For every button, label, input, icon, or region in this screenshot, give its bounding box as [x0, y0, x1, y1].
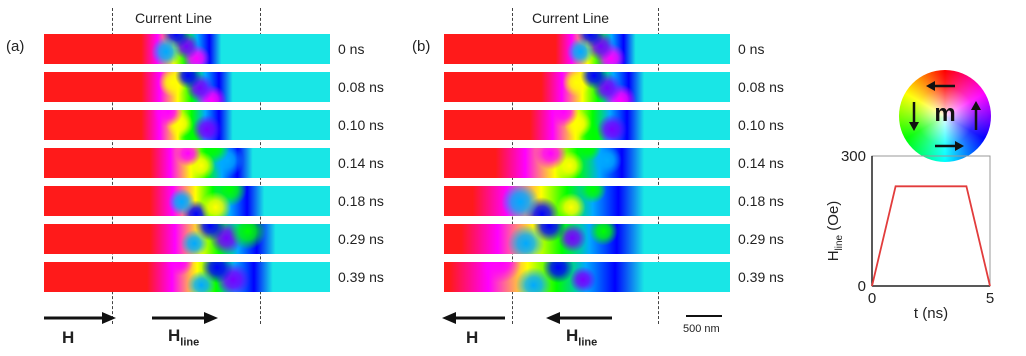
panel-a-time-label: 0 ns	[338, 41, 365, 57]
panel-b-snapshot-0	[444, 34, 730, 64]
panel-a-line-field-subscript: line	[180, 336, 200, 349]
panel-b-time-label: 0.29 ns	[738, 231, 784, 247]
panel-a-field-arrow	[42, 311, 117, 329]
scale-bar-label: 500 nm	[683, 323, 720, 335]
pulse-series-line	[871, 185, 991, 287]
panel-b-time-label: 0.39 ns	[738, 269, 784, 285]
panel-a-snapshot-0	[44, 34, 330, 64]
panel-a-line-field-arrow	[150, 311, 220, 329]
panel-a-time-label: 0.08 ns	[338, 79, 384, 95]
panel-a-label: (a)	[6, 38, 25, 55]
panel-b-snapshot-4	[444, 186, 730, 216]
field-pulse-chart: 0 300 0 5 t (ns) Hline (Oe)	[825, 148, 994, 322]
panel-b-line-field-arrow	[546, 311, 614, 329]
x-tick-label: 5	[986, 290, 994, 307]
panel-b-label: (b)	[412, 38, 431, 55]
panel-a-time-label: 0.39 ns	[338, 269, 384, 285]
y-tick-label: 300	[841, 148, 866, 165]
panel-b-line-field-label: Hline	[566, 326, 597, 348]
panel-a-snapshot-3	[44, 148, 330, 178]
panel-b-time-label: 0.18 ns	[738, 193, 784, 209]
panel-b-field-arrow	[442, 311, 507, 329]
panel-b-snapshot-1	[444, 72, 730, 102]
color-wheel: m	[899, 70, 991, 162]
panel-a-line-field-label: Hline	[168, 326, 199, 348]
arrow-up-icon	[971, 101, 981, 130]
wheel-m-label: m	[934, 100, 956, 127]
x-tick-label: 0	[868, 290, 876, 307]
panel-a-time-label: 0.14 ns	[338, 155, 384, 171]
panel-a-snapshot-2	[44, 110, 330, 140]
panel-b-snapshot-3	[444, 148, 730, 178]
panel-b-line-field-symbol: H	[566, 326, 579, 345]
panel-a-time-label: 0.29 ns	[338, 231, 384, 247]
panel-a-line-field-symbol: H	[168, 326, 181, 345]
panel-a-field-label: H	[62, 328, 75, 347]
panel-a-snapshot-6	[44, 262, 330, 292]
panel-b-time-label: 0.14 ns	[738, 155, 784, 171]
y-tick-label: 0	[858, 278, 866, 295]
panel-a-time-label: 0.18 ns	[338, 193, 384, 209]
panel-b-snapshot-2	[444, 110, 730, 140]
arrow-left-icon	[926, 81, 955, 91]
scale-bar	[686, 315, 722, 317]
panel-a-current-line-label: Current Line	[135, 10, 213, 26]
panel-a-time-label: 0.10 ns	[338, 117, 384, 133]
panel-a-snapshot-5	[44, 224, 330, 254]
panel-b-time-label: 0.08 ns	[738, 79, 784, 95]
panel-b-field-label: H	[466, 328, 479, 347]
panel-b-snapshot-6	[444, 262, 730, 292]
panel-b-time-label: 0.10 ns	[738, 117, 784, 133]
x-axis-label: t (ns)	[914, 305, 948, 322]
arrow-right-icon	[935, 141, 964, 151]
panel-b-line-field-subscript: line	[578, 336, 598, 349]
panel-b-snapshot-5	[444, 224, 730, 254]
arrow-down-icon	[909, 102, 919, 131]
panel-b-time-label: 0 ns	[738, 41, 765, 57]
panel-a-snapshot-4	[44, 186, 330, 216]
y-axis-label: Hline (Oe)	[825, 201, 845, 262]
panel-b-current-line-label: Current Line	[532, 10, 610, 26]
plot-frame	[871, 155, 991, 287]
panel-a-snapshot-1	[44, 72, 330, 102]
